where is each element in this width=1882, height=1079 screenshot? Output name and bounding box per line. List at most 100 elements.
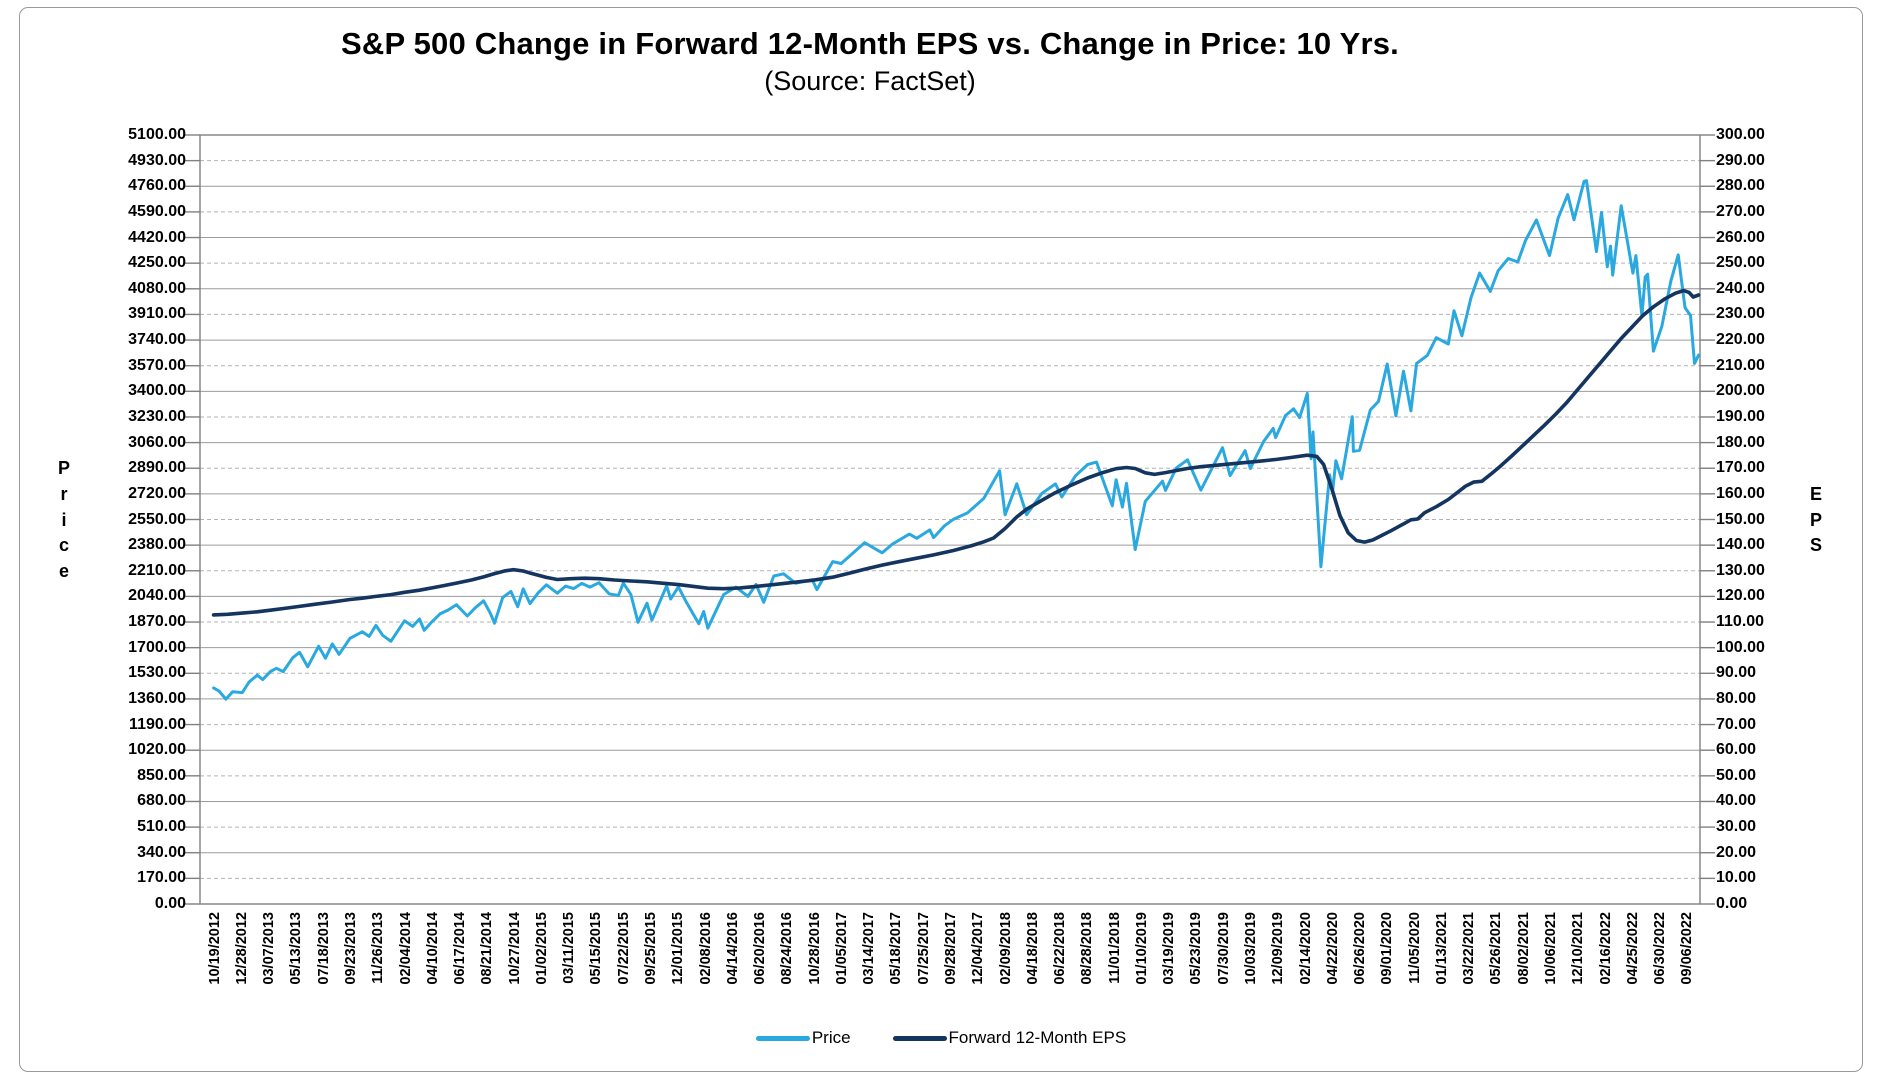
x-tick-label: 05/13/2013 [288,912,305,985]
y-tick-left: 3570.00 [128,356,186,374]
x-tick-label: 06/26/2020 [1352,912,1369,985]
x-tick-label: 11/26/2013 [370,912,387,984]
y-tick-left: 4080.00 [128,279,186,297]
y-tick-left: 5100.00 [128,126,186,143]
y-tick-right: 50.00 [1716,766,1757,784]
y-tick-left: 3400.00 [128,382,186,400]
y-tick-right: 0.00 [1716,895,1748,912]
x-tick-label: 06/20/2016 [752,912,769,985]
x-tick-label: 01/13/2021 [1433,912,1450,985]
x-tick-label: 09/23/2013 [343,912,359,985]
x-tick-label: 11/01/2018 [1106,912,1123,984]
chart-outer-border [19,7,1863,1072]
x-tick-label: 12/01/2015 [670,912,687,985]
axis-title-letter: P [57,458,70,479]
y-tick-left: 340.00 [137,843,186,861]
x-tick-label: 06/17/2014 [452,912,469,985]
x-tick-label: 04/22/2020 [1324,912,1341,985]
y-tick-right: 80.00 [1716,689,1757,707]
x-tick-label: 03/07/2013 [261,912,278,985]
x-tick-label: 10/06/2021 [1543,912,1559,985]
x-tick-label: 05/23/2019 [1188,912,1205,985]
legend: Price Forward 12-Month EPS [0,1028,1882,1048]
y-tick-left: 1530.00 [128,664,186,682]
x-tick-label: 02/09/2018 [997,912,1014,985]
y-tick-left: 2040.00 [128,587,186,605]
y-tick-right: 290.00 [1716,151,1765,169]
x-tick-label: 05/18/2017 [888,912,905,985]
x-tick-label: 08/21/2014 [479,912,496,985]
y-tick-right: 120.00 [1716,587,1765,605]
x-tick-label: 12/28/2012 [233,912,250,985]
y-tick-left: 1020.00 [128,741,186,759]
price-line-swatch [755,1035,810,1041]
x-tick-label: 08/02/2021 [1515,912,1532,985]
legend-item-forward-eps: Forward 12-Month EPS [892,1028,1127,1048]
x-tick-label: 05/26/2021 [1488,912,1505,985]
x-tick-label: 12/10/2021 [1570,912,1587,985]
x-tick-label: 10/27/2014 [506,912,523,985]
y-tick-left: 1700.00 [128,638,186,656]
y-tick-right: 150.00 [1716,510,1765,528]
x-tick-label: 12/09/2019 [1270,912,1287,985]
x-tick-label: 04/10/2014 [424,912,441,985]
x-tick-label: 09/28/2017 [943,912,959,985]
y-tick-left: 4590.00 [128,202,186,220]
x-tick-label: 09/25/2015 [643,912,659,985]
y-tick-left: 1190.00 [129,715,186,733]
series-line-forward-12-month-eps [211,288,1701,617]
y-tick-left: 170.00 [137,869,186,887]
axis-title-letter: P [1809,509,1822,530]
x-tick-label: 02/14/2020 [1297,912,1314,985]
x-tick-label: 03/19/2019 [1161,912,1178,985]
y-tick-right: 100.00 [1716,638,1765,656]
y-tick-right: 140.00 [1716,536,1765,554]
y-tick-right: 30.00 [1716,818,1757,836]
eps-line-swatch [892,1035,947,1041]
x-tick-label: 08/24/2016 [779,912,796,985]
x-tick-label: 06/30/2022 [1652,912,1669,985]
y-tick-right: 210.00 [1716,356,1765,374]
y-tick-left: 4760.00 [128,177,186,195]
x-tick-label: 04/25/2022 [1624,912,1641,985]
y-tick-right: 130.00 [1716,561,1765,579]
axis-title-letter: r [60,483,68,504]
y-tick-right: 20.00 [1716,843,1757,861]
y-tick-right: 260.00 [1716,228,1765,246]
plot-border [199,134,1701,905]
x-tick-label: 10/28/2016 [806,912,823,985]
axis-title-letter: c [58,535,69,556]
y-tick-left: 2550.00 [128,510,186,528]
y-tick-left: 3230.00 [128,407,186,425]
y-tick-right: 110.00 [1716,613,1765,631]
x-tick-label: 02/08/2016 [697,912,714,985]
y-tick-right: 300.00 [1716,126,1765,143]
x-tick-label: 02/16/2022 [1597,912,1614,985]
y-tick-left: 680.00 [137,792,186,810]
y-tick-left: 4250.00 [128,254,186,272]
y-tick-right: 90.00 [1716,664,1757,682]
y-tick-right: 280.00 [1716,177,1765,195]
y-tick-left: 3060.00 [128,433,186,451]
y-tick-right: 200.00 [1716,382,1765,400]
legend-label-forward-eps: Forward 12-Month EPS [948,1028,1127,1047]
axis-title-letter: S [1809,535,1822,556]
y-tick-left: 2210.00 [128,561,186,579]
y-tick-left: 4420.00 [128,228,186,246]
y-tick-left: 2380.00 [128,536,186,554]
x-tick-label: 09/01/2020 [1379,912,1396,985]
y-tick-left: 1870.00 [128,613,186,631]
x-tick-label: 11/05/2020 [1406,912,1423,984]
x-tick-label: 07/25/2017 [915,912,932,985]
y-tick-right: 70.00 [1716,715,1757,733]
x-tick-label: 04/14/2016 [724,912,741,985]
y-tick-right: 40.00 [1716,792,1757,810]
y-tick-left: 1360.00 [128,689,186,707]
x-tick-label: 07/30/2019 [1215,912,1232,985]
y-tick-right: 180.00 [1716,433,1765,451]
chart-subtitle: (Source: FactSet) [764,66,976,96]
axis-title-letter: e [58,560,69,581]
x-tick-label: 10/19/2012 [206,912,223,985]
x-tick-label: 10/03/2019 [1243,912,1259,985]
